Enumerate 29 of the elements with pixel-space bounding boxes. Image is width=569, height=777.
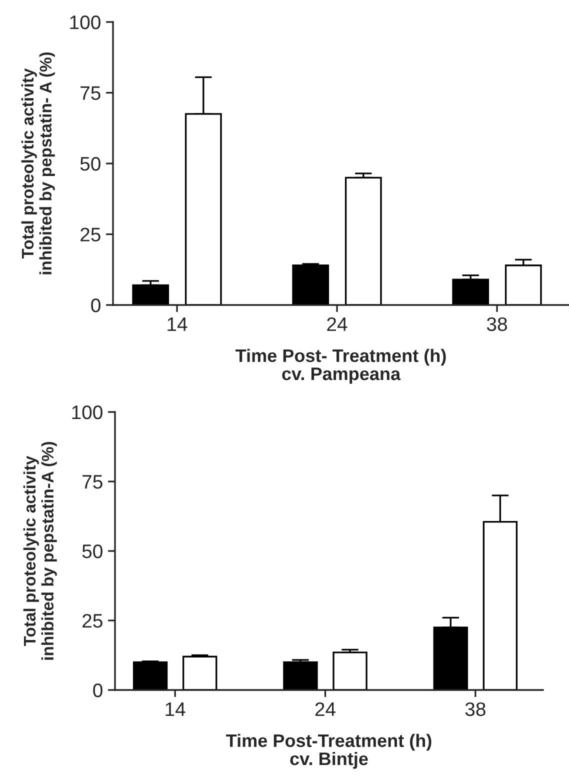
- y-tick-label: 100: [72, 405, 102, 420]
- bar: [132, 661, 168, 690]
- x-tick-label: 38: [486, 317, 507, 332]
- x-tick-label: 14: [168, 318, 188, 331]
- bar: [504, 264, 542, 305]
- bar: [452, 278, 490, 305]
- x-tick-label: 14: [166, 702, 186, 716]
- y-tick-label: 75: [80, 86, 100, 100]
- y-tick-label: 0: [93, 683, 102, 698]
- bar: [292, 264, 330, 305]
- y-axis-title: Total proteolytic activity inhibited by pepstatin-A (%): [23, 442, 57, 660]
- y-tick-label: 100: [70, 15, 100, 30]
- bar: [344, 176, 382, 305]
- bar: [332, 652, 368, 690]
- x-tick-label: 24: [315, 702, 336, 716]
- x-axis-title: Time Post- Treatment (h) cv. Pampeana: [236, 348, 446, 384]
- y-tick-label: 75: [82, 475, 102, 489]
- x-axis-title: Time Post-Treatment (h) cv. Bintje: [226, 734, 432, 769]
- y-tick-label: 25: [82, 614, 102, 628]
- y-tick-label: 25: [80, 228, 100, 242]
- y-tick-label: 0: [91, 298, 100, 312]
- bar: [283, 661, 318, 690]
- bar: [132, 284, 170, 305]
- bar: [182, 656, 218, 690]
- x-tick-label: 38: [465, 702, 486, 716]
- y-tick-label: 50: [80, 156, 100, 171]
- y-tick-label: 50: [82, 544, 102, 558]
- y-axis-title: Total proteolytic activity inhibited by pepstatin- A (%): [21, 52, 55, 274]
- x-tick-label: 24: [327, 317, 348, 331]
